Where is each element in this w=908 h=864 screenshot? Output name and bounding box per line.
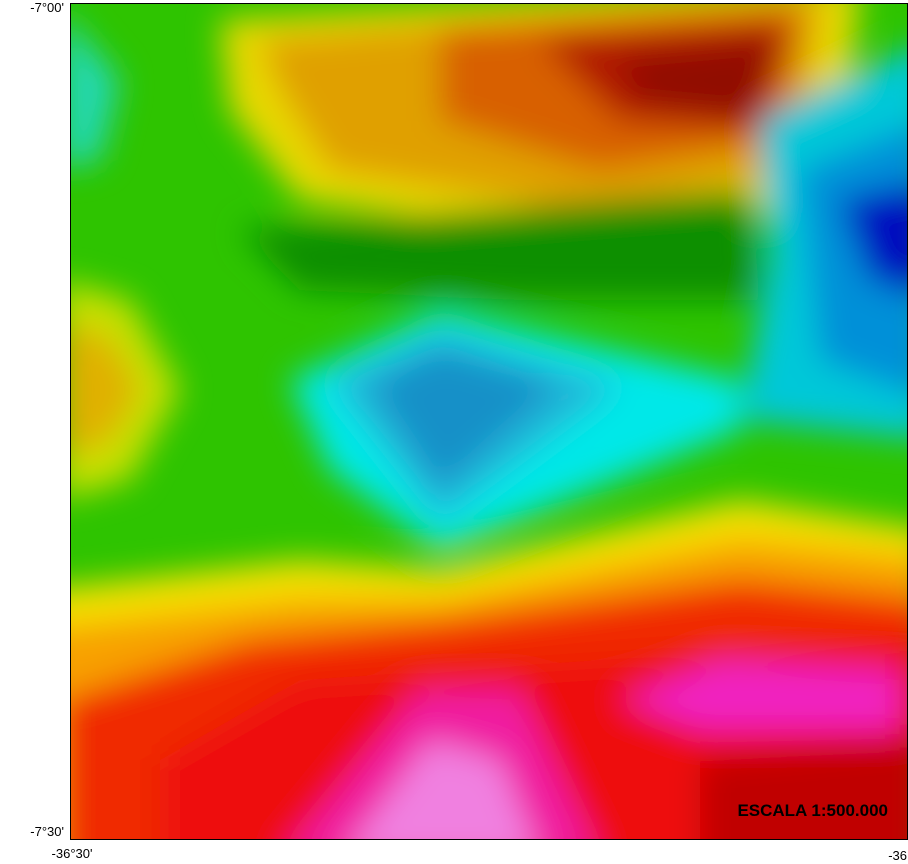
contour-field [70,3,908,840]
lat-bottom-label: -7°30' [30,824,64,839]
scale-label: ESCALA 1:500.000 [737,801,888,820]
lon-left-label: -36°30' [52,846,93,861]
lat-top-label: -7°00' [30,0,64,15]
lon-right-label: -36 [888,848,907,863]
